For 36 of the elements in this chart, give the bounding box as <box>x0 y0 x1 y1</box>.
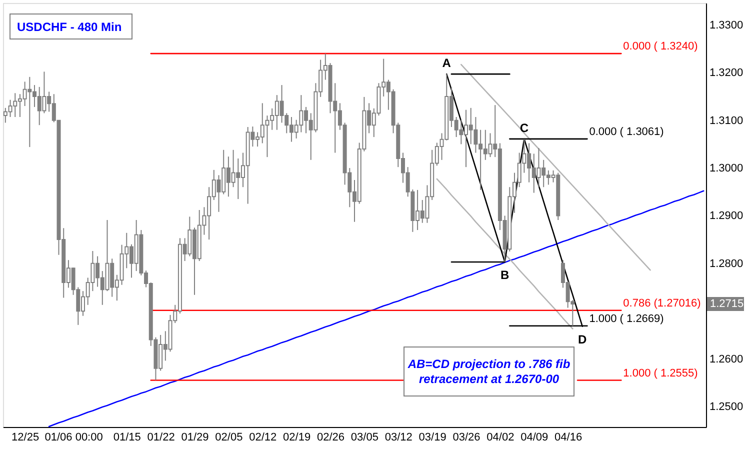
x-tick-label: 04/16 <box>554 432 582 444</box>
y-tick-label: 1.3200 <box>710 67 744 80</box>
x-tick-label: 01/29 <box>181 432 209 444</box>
x-tick-label: 02/05 <box>215 432 243 444</box>
y-tick-label: 1.2500 <box>710 400 744 413</box>
series-label: 1.000 ( 1.2669) <box>589 312 664 325</box>
text: USDCHF - 480 Min <box>17 20 122 34</box>
y-tick-label: 1.3300 <box>710 19 744 32</box>
x-tick-label: 04/09 <box>520 432 548 444</box>
y-tick-label: 1.3100 <box>710 114 744 127</box>
x-tick-label: 03/12 <box>384 432 412 444</box>
y-tick-label: 1.2800 <box>710 258 744 270</box>
series-label: 0.000 ( 1.3240) <box>623 40 698 53</box>
x-tick-label: 02/26 <box>316 432 345 444</box>
x-tick-label: 01/15 <box>113 432 141 444</box>
annotation: B <box>500 268 510 282</box>
annotation: C <box>520 120 529 135</box>
x-tick-label: 12/25 <box>12 432 40 444</box>
x-tick-label: 03/26 <box>452 432 480 444</box>
x-tick-label: 01/06 00:00 <box>44 432 103 444</box>
annotation: 1.2715 <box>710 298 744 310</box>
x-tick-label: 02/19 <box>283 432 311 444</box>
x-tick-label: 03/19 <box>418 432 446 444</box>
y-tick-label: 1.2900 <box>710 210 744 222</box>
annotation: D <box>578 332 588 346</box>
series-label: 0.000 ( 1.3061) <box>589 126 664 138</box>
x-tick-label: 02/12 <box>249 432 277 444</box>
x-tick-label: 01/22 <box>147 432 175 444</box>
series-label: 0.786 (1.27016) <box>623 297 701 310</box>
series-label: 1.000 ( 1.2555) <box>623 367 698 380</box>
annotation: A <box>442 56 452 70</box>
y-tick-label: 1.2600 <box>710 353 744 366</box>
y-tick-label: 1.3000 <box>710 162 744 175</box>
x-tick-label: 04/02 <box>486 432 514 444</box>
x-tick-label: 03/05 <box>350 432 378 444</box>
annotation: AB=CD projection to .786 fib retracement at 1.2670-00 <box>406 357 570 386</box>
